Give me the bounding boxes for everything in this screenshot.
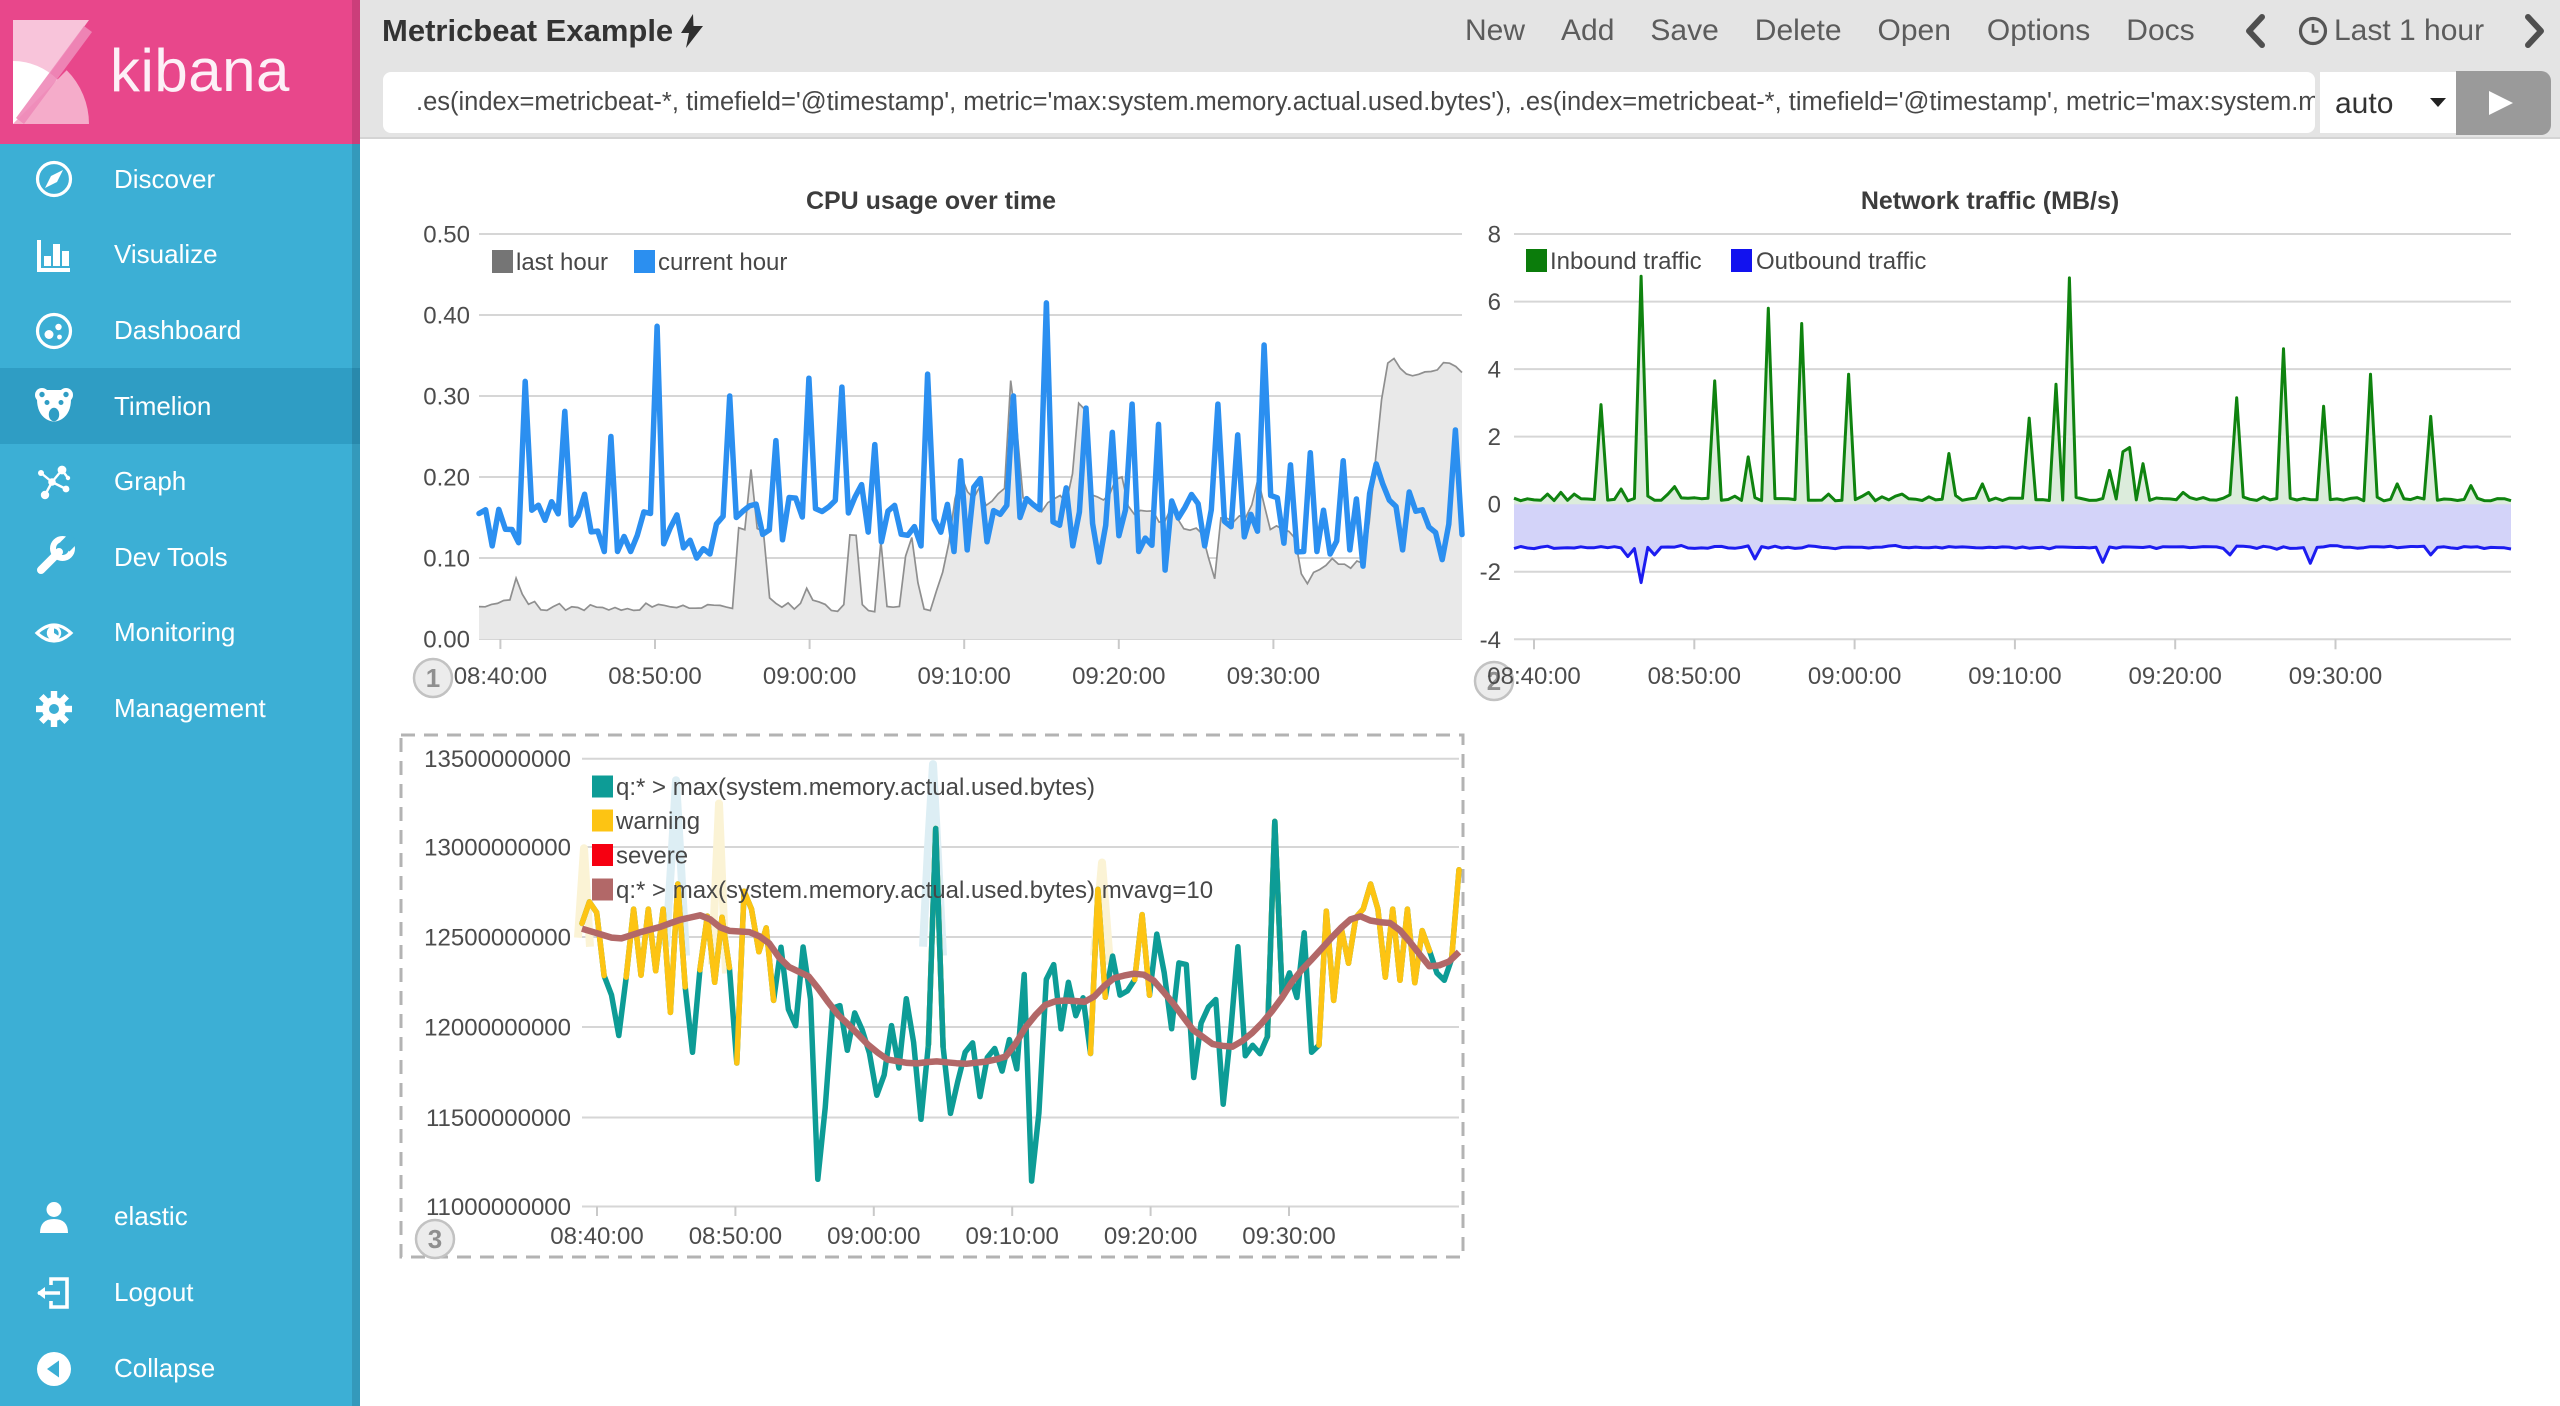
svg-text:09:20:00: 09:20:00 — [1072, 663, 1165, 690]
svg-text:last hour: last hour — [516, 249, 608, 276]
svg-text:8: 8 — [1488, 222, 1501, 249]
svg-text:09:30:00: 09:30:00 — [1227, 663, 1320, 690]
svg-text:09:10:00: 09:10:00 — [1968, 663, 2061, 690]
svg-text:-2: -2 — [1480, 559, 1501, 586]
svg-text:Network traffic (MB/s): Network traffic (MB/s) — [1861, 187, 2119, 215]
svg-text:0.40: 0.40 — [423, 303, 470, 330]
svg-text:Inbound traffic: Inbound traffic — [1550, 248, 1702, 275]
svg-text:08:50:00: 08:50:00 — [689, 1223, 782, 1250]
svg-text:09:20:00: 09:20:00 — [1104, 1223, 1197, 1250]
svg-text:09:30:00: 09:30:00 — [2289, 663, 2382, 690]
svg-text:12500000000: 12500000000 — [424, 925, 571, 952]
svg-text:3: 3 — [428, 1224, 442, 1254]
svg-text:11000000000: 11000000000 — [426, 1194, 571, 1221]
svg-text:08:50:00: 08:50:00 — [1648, 663, 1741, 690]
svg-text:13500000000: 13500000000 — [424, 746, 571, 773]
svg-text:08:40:00: 08:40:00 — [454, 663, 547, 690]
svg-text:1: 1 — [426, 663, 440, 693]
svg-text:11500000000: 11500000000 — [426, 1105, 571, 1132]
svg-text:Outbound traffic: Outbound traffic — [1756, 248, 1926, 275]
svg-text:4: 4 — [1488, 357, 1501, 384]
svg-text:09:00:00: 09:00:00 — [827, 1223, 920, 1250]
svg-text:08:40:00: 08:40:00 — [1487, 663, 1580, 690]
svg-text:09:30:00: 09:30:00 — [1242, 1223, 1335, 1250]
svg-text:q:* > max(system.memory.actual: q:* > max(system.memory.actual.used.byte… — [616, 774, 1095, 801]
svg-text:0.10: 0.10 — [423, 546, 470, 573]
svg-text:12000000000: 12000000000 — [424, 1015, 571, 1042]
svg-text:warning: warning — [615, 808, 700, 835]
svg-text:2: 2 — [1488, 424, 1501, 451]
svg-text:08:50:00: 08:50:00 — [608, 663, 701, 690]
svg-text:0.00: 0.00 — [423, 627, 470, 654]
svg-text:severe: severe — [616, 843, 688, 870]
svg-text:0.20: 0.20 — [423, 465, 470, 492]
svg-text:0.30: 0.30 — [423, 384, 470, 411]
svg-text:09:00:00: 09:00:00 — [1808, 663, 1901, 690]
svg-text:q:* > max(system.memory.actual: q:* > max(system.memory.actual.used.byte… — [616, 877, 1213, 904]
svg-text:current hour: current hour — [658, 249, 787, 276]
svg-text:13000000000: 13000000000 — [424, 835, 571, 862]
svg-text:09:20:00: 09:20:00 — [2128, 663, 2221, 690]
svg-text:CPU usage over time: CPU usage over time — [806, 187, 1056, 215]
svg-text:6: 6 — [1488, 289, 1501, 316]
svg-text:-4: -4 — [1480, 627, 1501, 654]
svg-text:2: 2 — [1487, 666, 1501, 696]
svg-text:0: 0 — [1488, 492, 1501, 519]
svg-text:09:00:00: 09:00:00 — [763, 663, 856, 690]
svg-text:08:40:00: 08:40:00 — [550, 1223, 643, 1250]
svg-text:09:10:00: 09:10:00 — [917, 663, 1010, 690]
svg-text:09:10:00: 09:10:00 — [965, 1223, 1058, 1250]
svg-text:0.50: 0.50 — [423, 222, 470, 249]
